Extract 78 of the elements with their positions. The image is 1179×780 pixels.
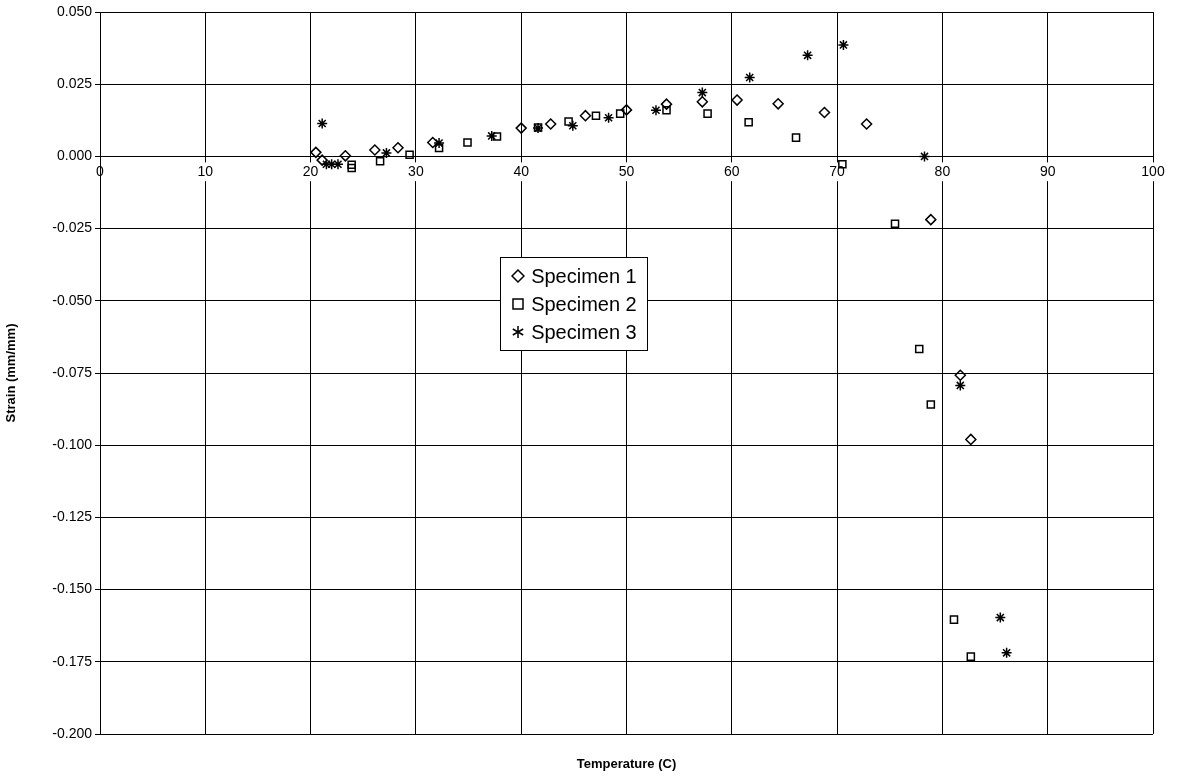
point	[347, 160, 356, 170]
x-tick-label: 50	[618, 162, 635, 179]
point	[369, 144, 381, 156]
y-axis-title: Strain (mm/mm)	[3, 323, 19, 423]
point	[434, 143, 444, 153]
point	[579, 109, 592, 122]
point	[1000, 647, 1013, 659]
point	[660, 98, 673, 110]
point	[310, 146, 322, 159]
y-tick-label: -0.025	[52, 219, 93, 236]
point	[620, 104, 633, 116]
point	[965, 433, 977, 446]
point	[567, 120, 579, 132]
y-tick-label: -0.050	[52, 291, 93, 308]
legend-label: Specimen 3	[531, 320, 637, 346]
point	[772, 98, 784, 110]
point	[433, 137, 445, 149]
y-tick-label: -0.150	[52, 580, 93, 597]
x-tick-label: 20	[302, 162, 319, 179]
x-tick-label: 60	[724, 162, 740, 179]
point	[949, 615, 959, 624]
point	[925, 213, 937, 226]
point	[890, 219, 900, 228]
point	[662, 105, 671, 115]
point	[602, 111, 615, 124]
point	[339, 150, 352, 162]
point	[703, 109, 712, 118]
point	[954, 379, 967, 392]
point	[316, 117, 328, 130]
x-tick-label: 100	[1141, 162, 1165, 179]
point	[591, 111, 601, 120]
y-tick-label: 0.025	[56, 75, 93, 92]
point	[492, 132, 502, 141]
x-tick-label: 30	[408, 162, 424, 179]
point	[918, 150, 931, 163]
y-tick-label: -0.175	[52, 652, 93, 669]
point	[316, 154, 328, 166]
y-tick-label: 0.000	[56, 147, 93, 164]
point	[744, 118, 753, 127]
point	[791, 133, 801, 142]
point	[515, 122, 527, 134]
point	[564, 117, 573, 126]
x-axis-title: Temperature (C)	[576, 755, 677, 771]
point	[743, 71, 756, 84]
legend-label: Specimen 1	[531, 264, 637, 290]
point	[375, 157, 385, 166]
x-tick-label: 90	[1039, 162, 1056, 179]
y-tick-label: -0.200	[52, 724, 93, 741]
x-tick-label: 40	[513, 162, 530, 179]
x-tick-label: 10	[197, 162, 214, 179]
point	[966, 652, 976, 661]
point	[860, 118, 873, 130]
point	[392, 141, 404, 154]
point	[347, 163, 356, 173]
point	[914, 344, 924, 354]
point	[544, 118, 557, 130]
x-tick-label: 70	[829, 162, 846, 179]
point	[615, 109, 625, 118]
y-tick-label: -0.100	[52, 436, 93, 453]
point	[485, 130, 498, 142]
point	[994, 611, 1007, 624]
legend-label: Specimen 2	[531, 292, 637, 318]
point	[954, 369, 967, 382]
point	[801, 49, 814, 62]
y-tick-label: -0.125	[52, 508, 93, 525]
point	[926, 400, 936, 409]
point	[405, 150, 414, 159]
point	[731, 94, 743, 106]
point	[837, 39, 850, 51]
point	[332, 158, 344, 170]
y-tick-label: -0.075	[52, 363, 93, 380]
x-tick-label: 80	[934, 162, 951, 179]
point	[380, 147, 393, 159]
y-tick-label: 0.050	[56, 2, 93, 19]
point	[696, 96, 709, 108]
point	[818, 106, 831, 119]
point	[463, 138, 472, 147]
point	[650, 104, 662, 116]
